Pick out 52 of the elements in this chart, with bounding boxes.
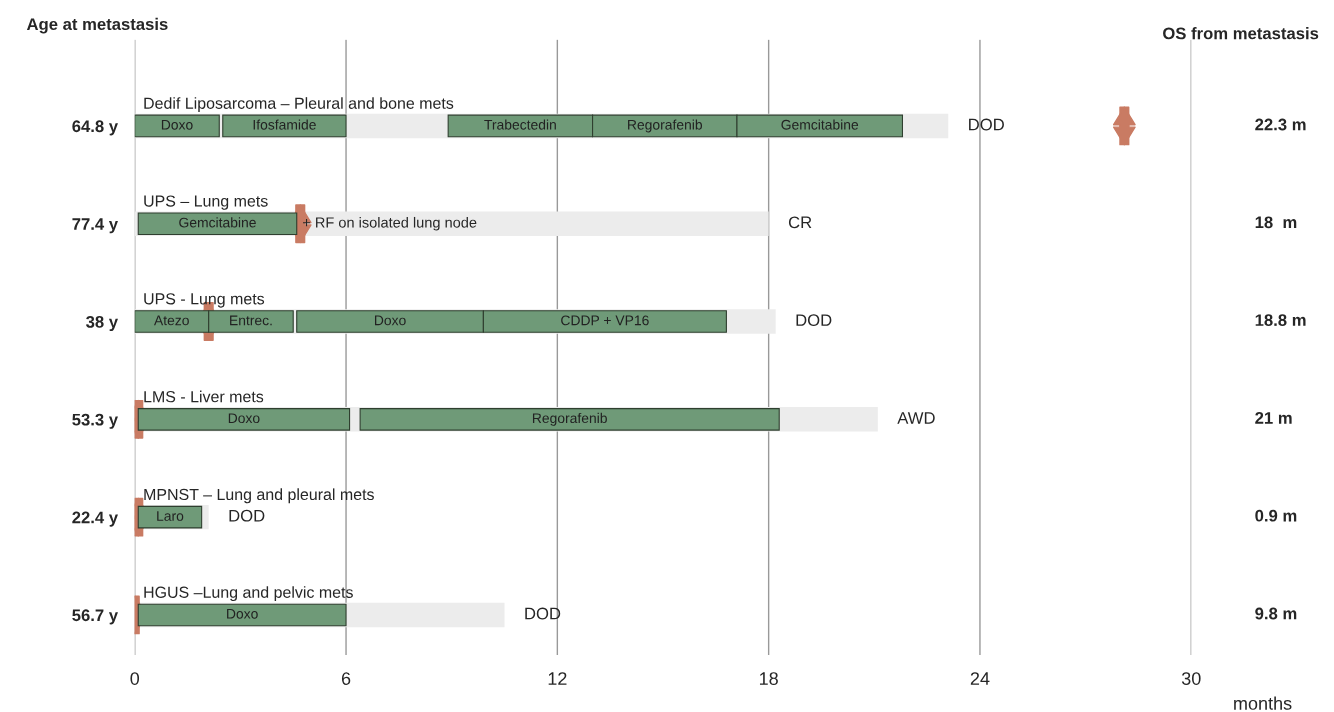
y2-axis-title: OS from metastasis [1163, 27, 1319, 40]
y-tick-label: 77.4 y [72, 218, 118, 234]
text: 18 m [1255, 216, 1297, 229]
data-label: Doxo [228, 413, 260, 424]
text: 9.8 m [1255, 607, 1297, 620]
x-tick-label: 30 [1181, 672, 1201, 685]
annotation: DOD [969, 118, 1004, 131]
x-tick-label: 12 [548, 672, 567, 685]
data-label: Regorafenib [628, 119, 703, 133]
annotation: UPS - Lung mets [144, 293, 265, 308]
data-label: Trabectedin [484, 119, 556, 130]
bar [359, 408, 780, 431]
text: 21 m [1255, 412, 1292, 424]
data-label: Gemcitabine [781, 119, 859, 130]
data-label: Doxo [227, 608, 258, 619]
data-label: Gemcitabine [179, 217, 256, 228]
y-tick-label: 53.3 y [72, 413, 118, 429]
x-tick-label: 6 [341, 672, 351, 685]
y-axis-title: Age at metastasis [26, 17, 168, 34]
x-tick-label: 0 [130, 672, 140, 685]
annotation: AWD [897, 412, 935, 424]
y-tick-label: 64.8 y [72, 120, 118, 136]
text: 22.3 m [1255, 118, 1306, 131]
annotation: MPNST – Lung and pleural mets [144, 488, 374, 504]
text: 18.8 m [1255, 314, 1306, 327]
y-tick-label: 38 y [86, 315, 118, 332]
data-label: Regorafenib [532, 412, 607, 426]
x-tick-label: 24 [970, 672, 990, 685]
annotation: HGUS –Lung and pelvic mets [144, 586, 353, 602]
bar [134, 114, 220, 138]
annotation: DOD [229, 509, 265, 522]
data-label: Ifosfamide [253, 119, 316, 130]
annotation: CR [788, 216, 812, 229]
data-label: Laro [157, 511, 184, 521]
data-label: Atezo [153, 315, 189, 326]
x-axis-title: months [1234, 696, 1292, 710]
bar [222, 114, 347, 138]
data-label: Entrec. [230, 315, 272, 326]
text: 0.9 m [1255, 509, 1297, 522]
y-tick-label: 56.7 y [72, 609, 118, 625]
x-tick-label: 18 [759, 672, 778, 685]
annotation: + RF on isolated lung node [303, 216, 477, 231]
annotation: DOD [525, 607, 561, 620]
y-tick-label: 22.4 y [72, 511, 118, 527]
data-label: Doxo [374, 315, 406, 326]
data-label: Doxo [161, 119, 193, 130]
annotation: LMS - Liver mets [144, 390, 264, 403]
bar [137, 212, 298, 236]
annotation: UPS – Lung mets [144, 195, 268, 210]
annotation: Dedif Liposarcoma – Pleural and bone mets [144, 97, 454, 113]
data-label: CDDP + VP16 [561, 315, 649, 326]
annotation: DOD [796, 314, 832, 327]
